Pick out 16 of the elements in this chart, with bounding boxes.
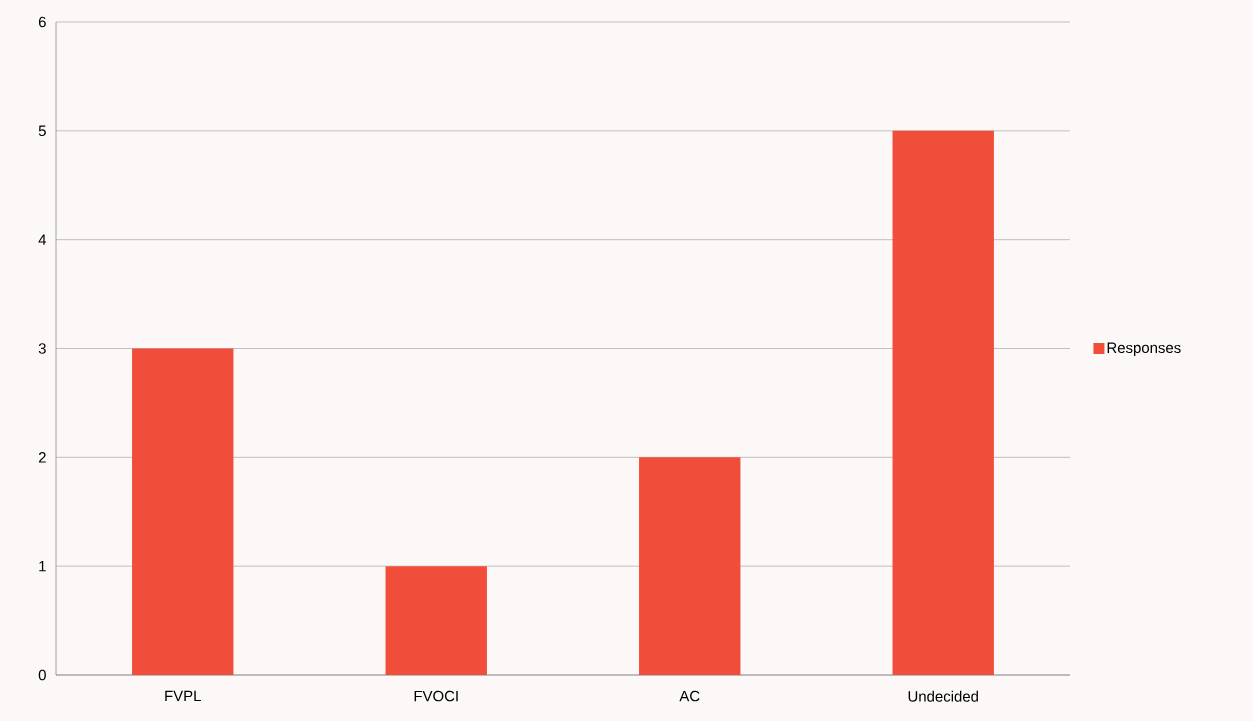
x-tick-label: FVPL [165, 690, 201, 702]
y-tick-label: 6 [38, 16, 46, 28]
bar [132, 348, 234, 675]
legend-label: Responses [1107, 342, 1181, 356]
x-tick-label: AC [679, 690, 700, 702]
bar [639, 457, 741, 675]
y-tick-label: 4 [38, 234, 47, 245]
y-tick-label: 1 [39, 561, 46, 572]
y-tick-label: 0 [38, 669, 46, 681]
y-tick-label: 2 [38, 452, 46, 463]
y-tick-label: 3 [38, 343, 46, 354]
x-tick-label: FVOCI [414, 690, 458, 702]
x-tick-label: Undecided [908, 690, 978, 702]
bar [385, 566, 487, 675]
bar [892, 130, 994, 675]
y-tick-label: 5 [38, 125, 46, 137]
